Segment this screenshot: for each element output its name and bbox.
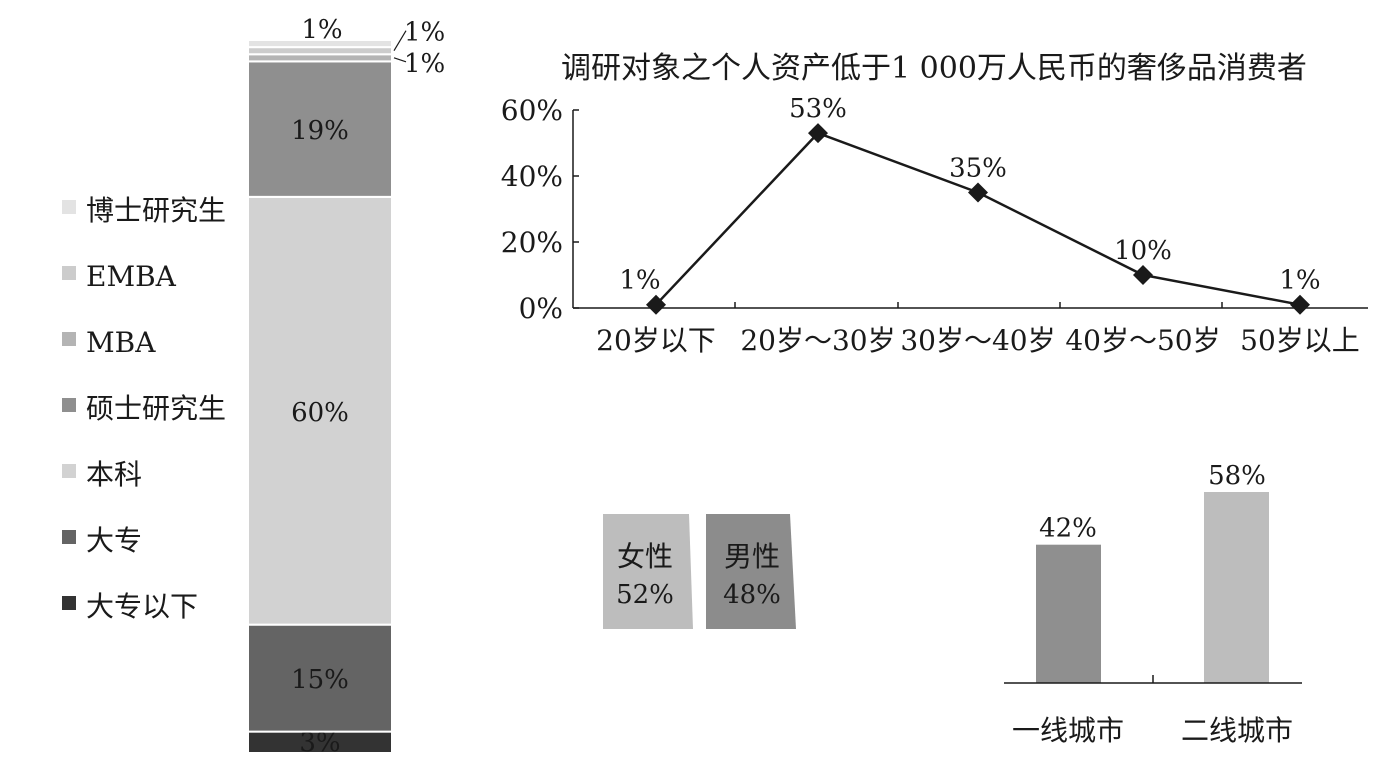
x-tick-label-4: 50岁以上 <box>1240 324 1360 357</box>
y-tick-label-1: 20% <box>501 226 563 259</box>
gender-label-1: 女性 <box>617 540 673 573</box>
legend-swatch-7 <box>62 596 76 610</box>
line-point-2 <box>808 123 828 144</box>
legend-swatch-3 <box>62 332 76 346</box>
legend-swatch-4 <box>62 398 76 412</box>
line-data-label-3: 35% <box>949 154 1007 184</box>
line-data-label-1: 1% <box>619 266 660 296</box>
x-tick-label-2: 30岁～40岁 <box>900 324 1055 357</box>
gender-block-1 <box>603 514 693 629</box>
legend-label-4: 硕士研究生 <box>86 392 226 425</box>
gender-value-1: 52% <box>616 580 674 610</box>
line-data-label-2: 53% <box>789 94 847 124</box>
stack-label-4: 19% <box>291 116 349 146</box>
x-tick-label-1: 20岁～30岁 <box>740 324 895 357</box>
gender-label-2: 男性 <box>724 540 780 573</box>
x-tick-label-3: 40岁～50岁 <box>1065 324 1220 357</box>
stack-label-7: 1% <box>301 15 342 45</box>
stack-leader-6 <box>393 30 407 52</box>
stack-segment-5 <box>247 53 393 63</box>
city-category-2: 二线城市 <box>1181 714 1293 747</box>
stack-label-5: 1% <box>404 49 445 79</box>
stack-segment-7 <box>247 39 393 49</box>
education-stacked-bar-chart: 3%15%60%19%1%1%1% <box>247 15 445 758</box>
line-point-1 <box>646 294 666 315</box>
legend-swatch-5 <box>62 464 76 478</box>
stack-segment-3 <box>247 195 393 626</box>
line-chart-title: 调研对象之个人资产低于1 000万人民币的奢侈品消费者 <box>561 51 1307 86</box>
gender-block-2 <box>706 514 796 629</box>
stack-label-3: 60% <box>291 398 349 428</box>
y-tick-label-0: 0% <box>519 292 563 325</box>
city-bar-label-1: 42% <box>1039 514 1097 544</box>
stack-leader-5 <box>393 57 407 63</box>
stack-segment-4 <box>247 60 393 198</box>
line-point-4 <box>1133 265 1153 285</box>
stack-label-2: 15% <box>291 665 349 695</box>
stack-segment-6 <box>247 46 393 56</box>
legend-label-6: 大专 <box>86 524 142 557</box>
legend-label-2: EMBA <box>86 260 177 293</box>
legend-swatch-1 <box>62 200 76 214</box>
line-data-label-4: 10% <box>1114 236 1172 266</box>
line-data-label-5: 1% <box>1279 266 1320 296</box>
legend-label-5: 本科 <box>86 458 142 491</box>
stack-label-1: 3% <box>299 728 340 758</box>
stack-segment-2 <box>247 623 393 733</box>
city-bar-label-2: 58% <box>1208 461 1266 491</box>
gender-chart: 女性 52% 男性 48% <box>603 514 796 629</box>
legend-label-1: 博士研究生 <box>86 194 226 227</box>
city-bar-1 <box>1036 544 1101 683</box>
legend-label-3: MBA <box>86 326 156 359</box>
gender-value-2: 48% <box>723 580 781 610</box>
legend-label-7: 大专以下 <box>86 590 198 623</box>
age-line-chart: 调研对象之个人资产低于1 000万人民币的奢侈品消费者 0% 20% 40% 60% 20… <box>501 51 1368 357</box>
y-tick-label-3: 60% <box>501 94 563 127</box>
stack-label-6: 1% <box>404 18 445 48</box>
city-category-1: 一线城市 <box>1012 714 1124 747</box>
line-point-3 <box>968 182 988 203</box>
x-tick-label-0: 20岁以下 <box>596 324 716 357</box>
y-tick-label-2: 40% <box>501 160 563 193</box>
city-bar-2 <box>1204 492 1269 683</box>
legend-swatch-2 <box>62 266 76 280</box>
line-point-5 <box>1290 294 1310 315</box>
legend-swatch-6 <box>62 530 76 544</box>
city-bar-chart: 42% 一线城市 58% 二线城市 <box>1004 461 1302 747</box>
